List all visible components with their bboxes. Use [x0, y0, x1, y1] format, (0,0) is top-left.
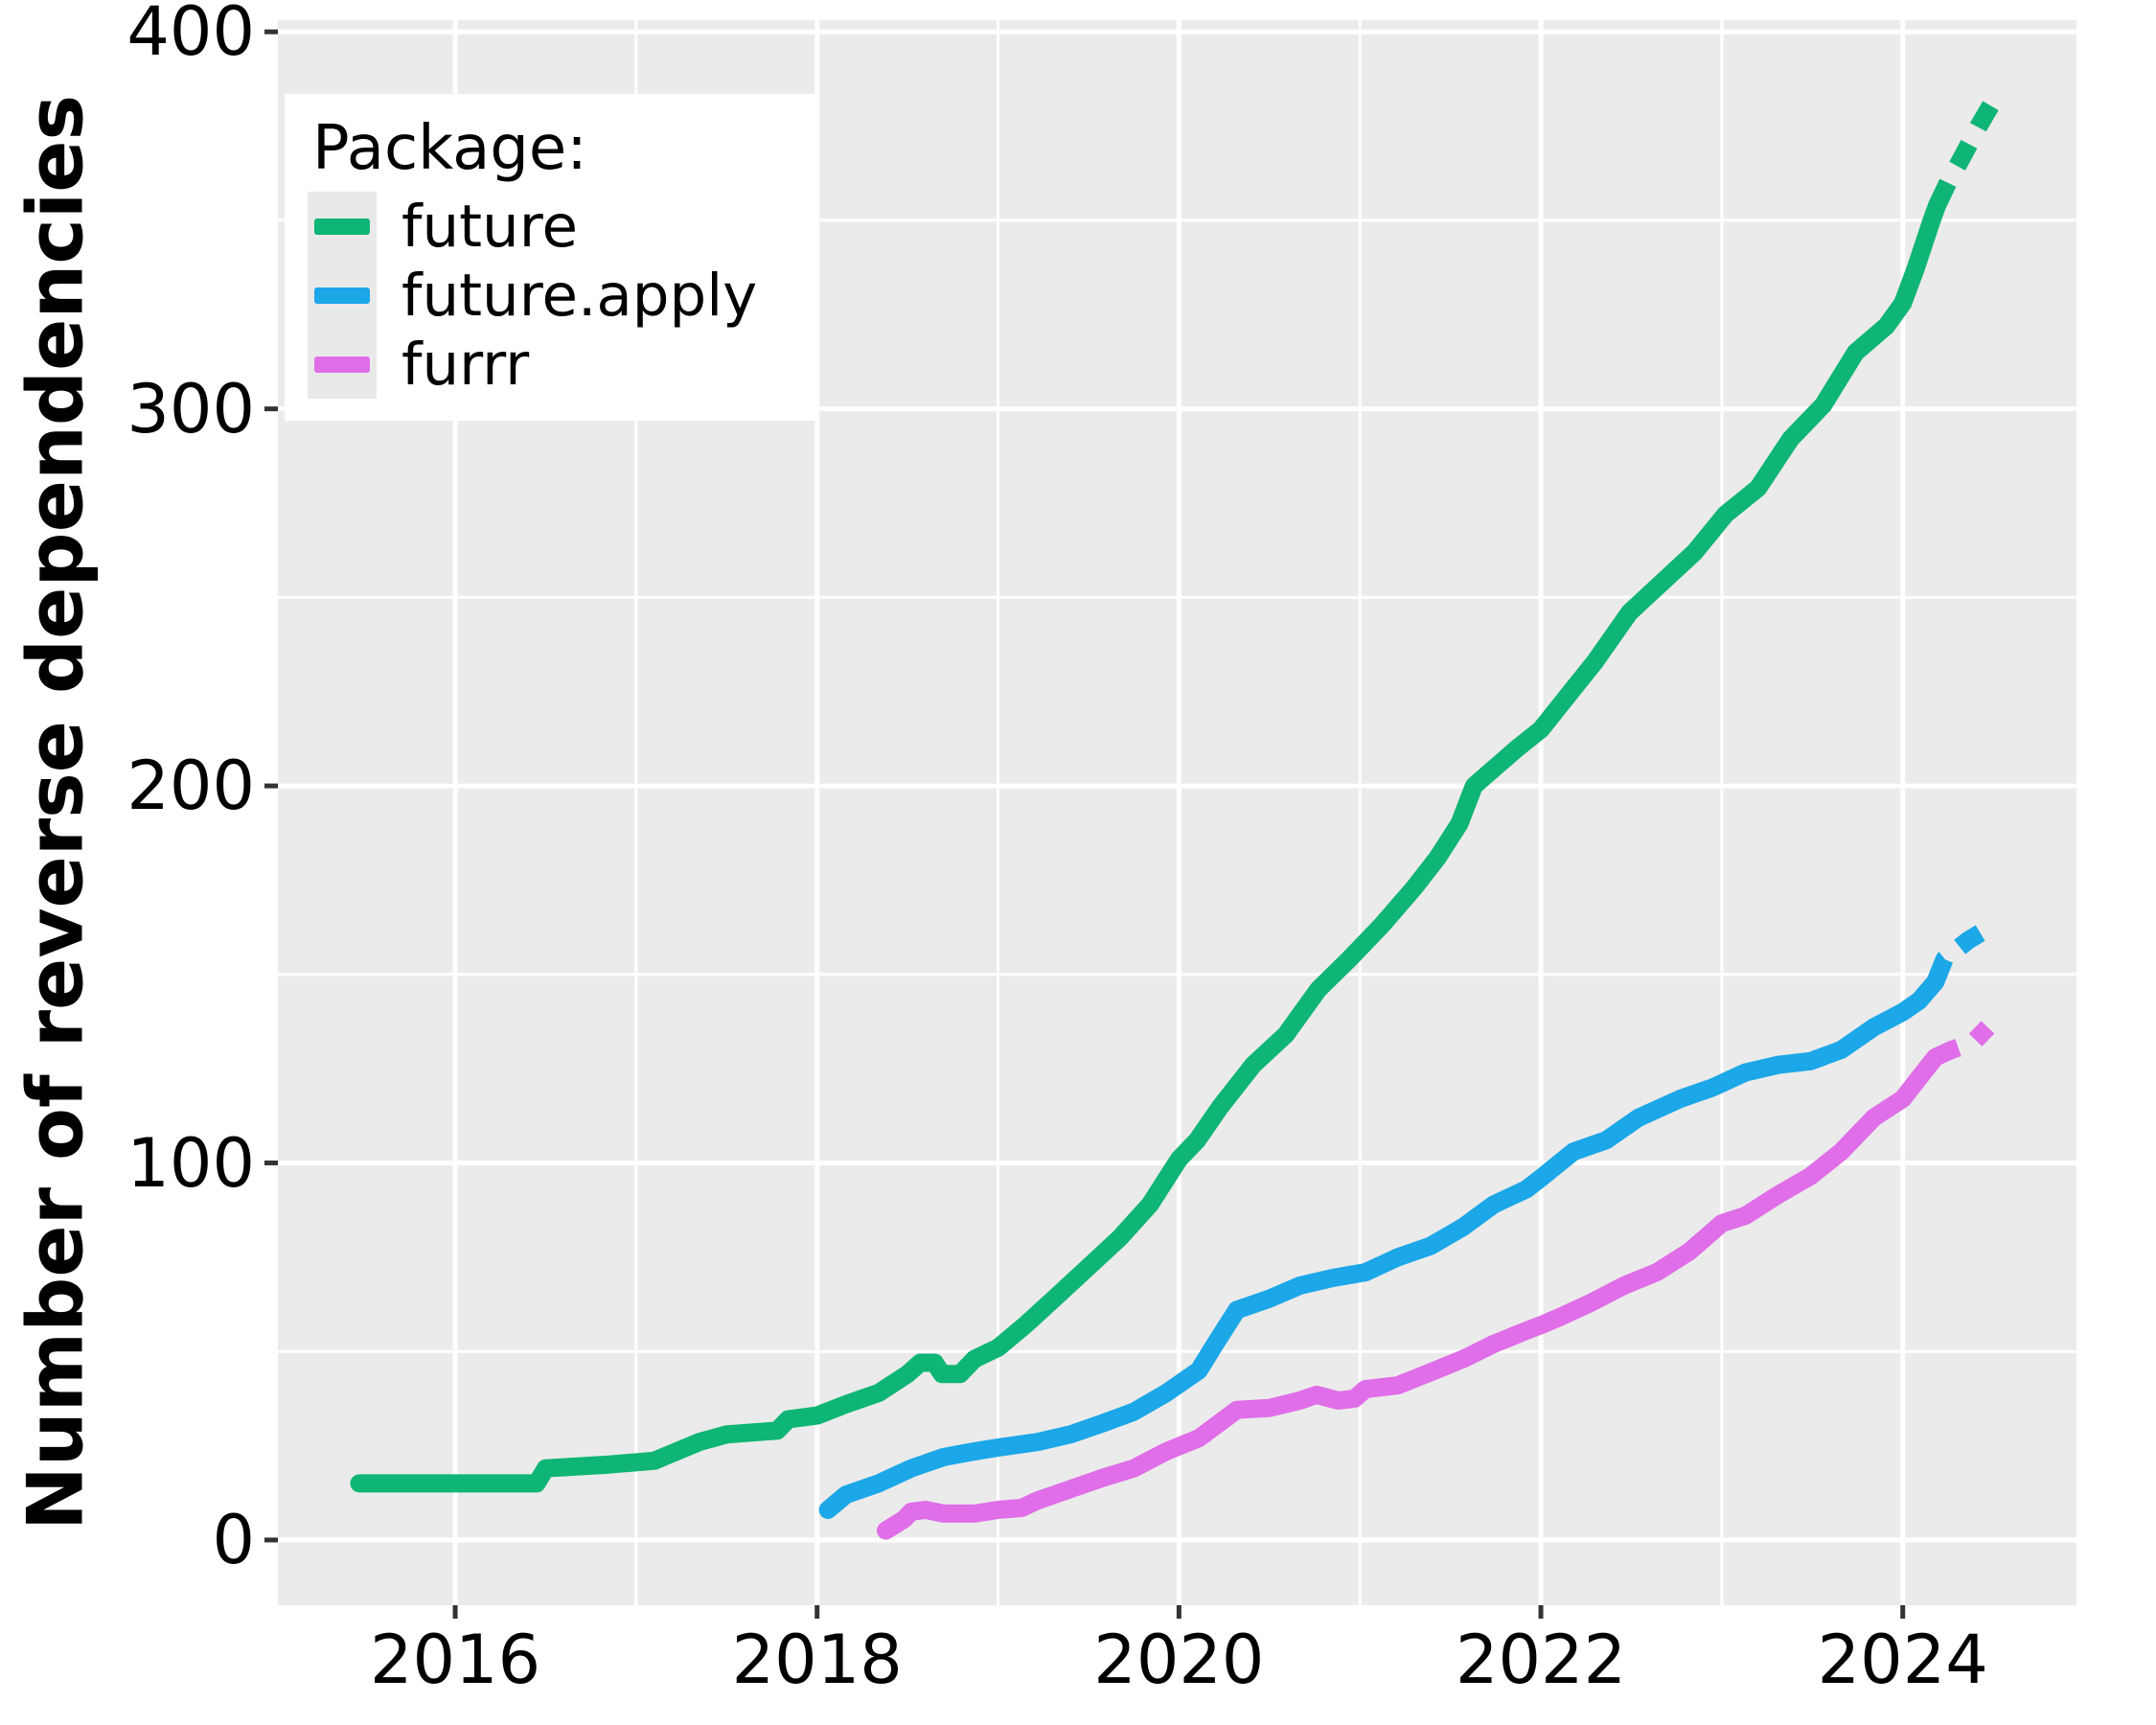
x-tick-label-2016: 2016	[369, 1621, 541, 1699]
legend-item-future-apply: future.apply	[308, 261, 817, 330]
y-tick-label-0: 0	[212, 1500, 255, 1579]
x-tick-label-2020: 2020	[1093, 1621, 1265, 1699]
legend-item-label: future.apply	[401, 261, 758, 330]
legend-key	[308, 192, 377, 261]
x-tick-label-2022: 2022	[1455, 1621, 1627, 1699]
legend-item-future: future	[308, 192, 817, 261]
legend-item-furrr: furrr	[308, 330, 817, 399]
legend-title: Package:	[312, 113, 587, 184]
legend-key	[308, 330, 377, 399]
legend: Package: future future.apply furrr	[285, 94, 817, 421]
legend-color-swatch-furrr	[314, 356, 370, 373]
x-tick-label-2024: 2024	[1817, 1621, 1988, 1699]
legend-color-swatch-future-apply	[314, 287, 370, 304]
legend-item-label: future	[401, 192, 578, 261]
y-tick-label-400: 400	[126, 0, 255, 72]
y-tick-label-200: 200	[126, 747, 255, 826]
x-tick-label-2018: 2018	[731, 1621, 903, 1699]
y-tick-label-300: 300	[126, 369, 255, 448]
legend-key	[308, 261, 377, 330]
legend-item-label: furrr	[401, 330, 530, 399]
legend-color-swatch-future	[314, 218, 370, 235]
y-tick-label-100: 100	[126, 1123, 255, 1203]
